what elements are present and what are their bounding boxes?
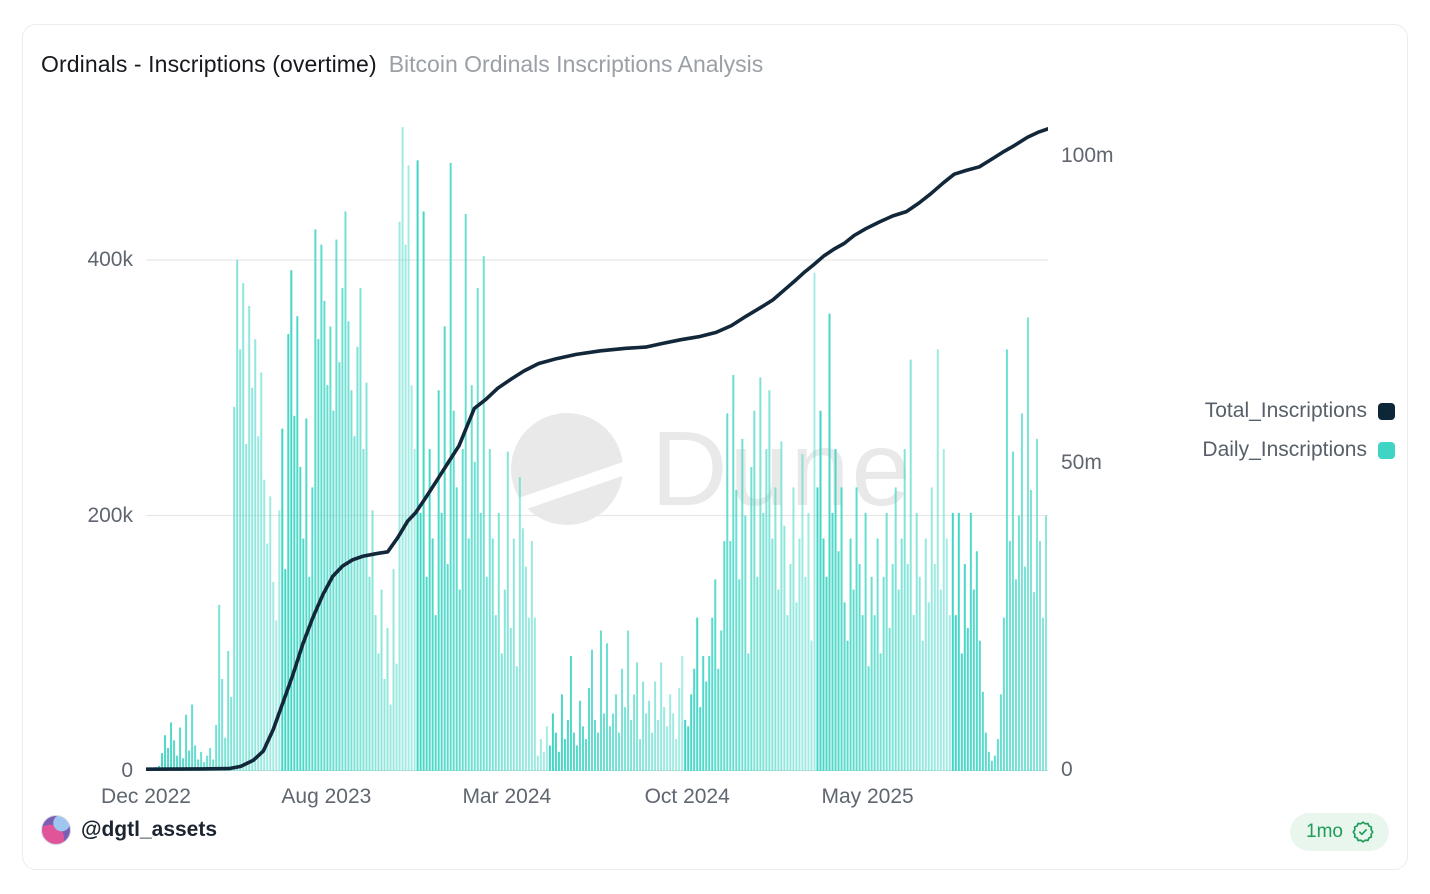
verified-seal-check-icon — [1352, 821, 1374, 843]
legend: Total_Inscriptions Daily_Inscriptions — [1202, 399, 1395, 462]
card-footer: @dgtl_assets 1mo — [23, 813, 1407, 855]
y-axis-left-tick: 400k — [87, 248, 133, 271]
chart-title: Ordinals - Inscriptions (overtime) — [41, 51, 377, 77]
x-axis-tick: Oct 2024 — [644, 785, 730, 808]
legend-label: Total_Inscriptions — [1204, 399, 1367, 422]
author-link[interactable]: @dgtl_assets — [41, 815, 217, 845]
dune-logo-icon — [511, 413, 623, 525]
legend-swatch-teal — [1378, 441, 1395, 459]
chart-subtitle: Bitcoin Ordinals Inscriptions Analysis — [388, 51, 764, 77]
y-axis-left-tick: 0 — [121, 759, 133, 782]
legend-item-daily-inscriptions[interactable]: Daily_Inscriptions — [1202, 438, 1395, 462]
x-axis-tick: May 2025 — [821, 785, 914, 808]
legend-swatch-navy — [1378, 402, 1395, 420]
y-axis-right-tick: 0 — [1061, 757, 1073, 781]
author-avatar — [41, 815, 71, 845]
y-axis-right-tick: 50m — [1061, 450, 1102, 474]
author-handle: @dgtl_assets — [81, 818, 218, 841]
age-badge-text: 1mo — [1306, 821, 1343, 842]
x-axis-tick: Aug 2023 — [281, 785, 372, 808]
y-axis-left-tick: 200k — [87, 503, 133, 527]
age-badge[interactable]: 1mo — [1290, 813, 1389, 851]
chart-plot[interactable] — [146, 111, 1048, 771]
plot-area[interactable]: Dune 0 200k 400k 0 50m 100m Dec 2022 Aug 2023 Ma… — [23, 25, 1409, 871]
legend-item-total-inscriptions[interactable]: Total_Inscriptions — [1205, 399, 1395, 423]
chart-header: Ordinals - Inscriptions (overtime) Bitcoi… — [41, 51, 763, 78]
legend-label: Daily_Inscriptions — [1202, 438, 1367, 461]
x-axis-tick: Mar 2024 — [462, 785, 552, 808]
x-axis-tick: Dec 2022 — [101, 785, 191, 808]
chart-card: Ordinals - Inscriptions (overtime) Bitcoi… — [22, 24, 1408, 870]
y-axis-right-tick: 100m — [1061, 144, 1114, 168]
